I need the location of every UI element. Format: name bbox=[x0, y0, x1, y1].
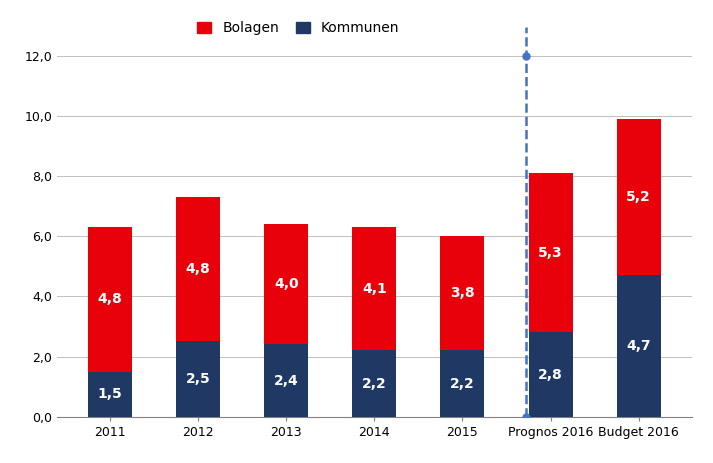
Text: 5,2: 5,2 bbox=[626, 190, 651, 204]
Text: 2,5: 2,5 bbox=[185, 372, 210, 386]
Bar bbox=[176, 342, 220, 417]
Bar bbox=[441, 236, 485, 350]
Text: 2,4: 2,4 bbox=[274, 374, 299, 388]
Text: 4,8: 4,8 bbox=[98, 292, 123, 307]
Bar bbox=[528, 332, 573, 417]
Bar bbox=[617, 119, 661, 275]
Bar bbox=[352, 227, 396, 350]
Bar bbox=[617, 275, 661, 417]
Bar bbox=[441, 350, 485, 417]
Text: 4,0: 4,0 bbox=[274, 277, 299, 291]
Text: 3,8: 3,8 bbox=[450, 286, 475, 300]
Bar bbox=[264, 224, 308, 344]
Text: 1,5: 1,5 bbox=[98, 387, 123, 401]
Bar bbox=[88, 371, 132, 417]
Text: 2,8: 2,8 bbox=[538, 368, 563, 382]
Text: 4,1: 4,1 bbox=[362, 282, 386, 296]
Bar bbox=[88, 227, 132, 371]
Bar bbox=[264, 344, 308, 417]
Text: 2,2: 2,2 bbox=[362, 376, 386, 391]
Text: 5,3: 5,3 bbox=[538, 246, 563, 260]
Text: 4,7: 4,7 bbox=[627, 339, 651, 353]
Bar bbox=[176, 197, 220, 342]
Bar bbox=[528, 173, 573, 332]
Text: 4,8: 4,8 bbox=[185, 262, 210, 276]
Bar bbox=[352, 350, 396, 417]
Legend: Bolagen, Kommunen: Bolagen, Kommunen bbox=[192, 16, 405, 41]
Text: 2,2: 2,2 bbox=[450, 376, 475, 391]
